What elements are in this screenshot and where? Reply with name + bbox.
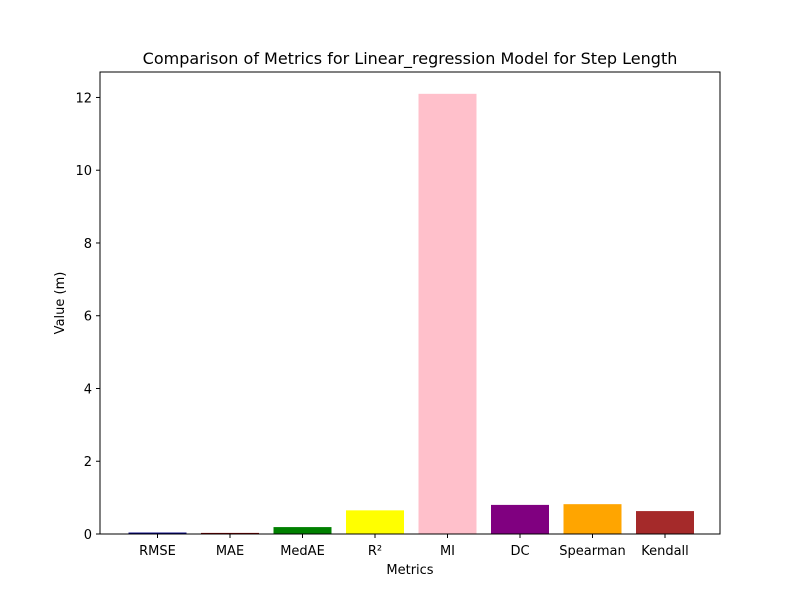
y-tick-label: 6 (84, 310, 92, 325)
x-tick-label: R² (368, 544, 382, 559)
bar-4 (418, 93, 477, 534)
bar-1 (201, 532, 259, 534)
bar-5 (491, 504, 549, 534)
x-axis-label: Metrics (386, 563, 433, 578)
y-tick-label: 10 (75, 164, 92, 179)
chart-title: Comparison of Metrics for Linear_regress… (143, 49, 678, 69)
bar-2 (273, 527, 332, 534)
plot-frame (99, 71, 721, 535)
y-tick-label: 0 (84, 528, 92, 543)
bar-6 (563, 504, 622, 534)
bar-7 (636, 511, 694, 534)
y-tick-label: 4 (84, 382, 92, 397)
x-tick-label: MI (440, 544, 455, 559)
x-tick-label: RMSE (139, 544, 176, 559)
x-tick-label: DC (510, 544, 529, 559)
x-tick-label: MAE (216, 544, 244, 559)
y-tick-label: 8 (84, 237, 92, 252)
bar-group (128, 93, 694, 534)
y-axis-label: Value (m) (53, 272, 68, 335)
y-tick-label: 12 (75, 91, 92, 106)
x-tick-label: MedAE (280, 544, 325, 559)
bar-0 (128, 532, 187, 534)
y-axis: 0 2 4 6 8 10 12 (75, 91, 100, 543)
y-tick-label: 2 (84, 455, 92, 470)
x-axis: RMSE MAE MedAE R² MI DC Spearman Kendall (139, 534, 689, 559)
x-tick-label: Kendall (641, 544, 689, 559)
x-tick-label: Spearman (559, 544, 625, 559)
bar-3 (346, 510, 404, 534)
